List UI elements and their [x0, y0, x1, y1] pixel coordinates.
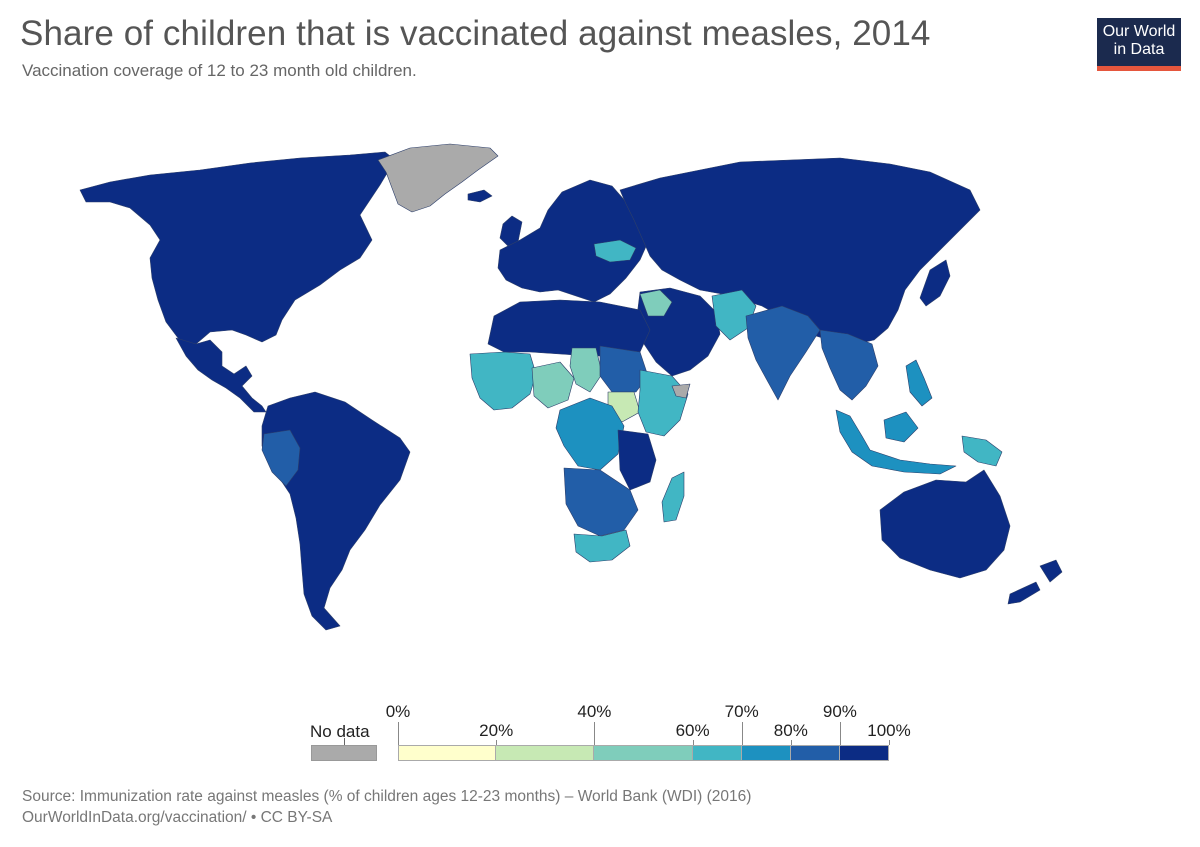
- world-map[interactable]: [0, 130, 1200, 650]
- region-russia-asia[interactable]: [619, 157, 981, 345]
- chart-title: Share of children that is vaccinated aga…: [20, 14, 931, 53]
- region-europe[interactable]: [497, 179, 649, 303]
- region-nigeria[interactable]: [531, 361, 575, 409]
- region-madagascar[interactable]: [661, 471, 685, 523]
- region-southern-africa[interactable]: [563, 467, 639, 537]
- legend-tick-label: 60%: [675, 721, 710, 740]
- legend-tick-line: [741, 722, 743, 745]
- legend-tick-line: [594, 722, 596, 745]
- legend-bin[interactable]: [398, 745, 497, 761]
- region-central-africa[interactable]: [555, 397, 625, 471]
- region-south-america[interactable]: [261, 391, 411, 631]
- no-data-label: No data: [310, 722, 370, 741]
- source-note: Source: Immunization rate against measle…: [22, 786, 751, 828]
- color-legend: No data 0% 20% 40% 60% 70% 80% 90% 100%: [0, 690, 1200, 770]
- region-indonesia[interactable]: [835, 409, 957, 475]
- region-east-africa[interactable]: [617, 429, 657, 491]
- region-south-africa[interactable]: [573, 529, 631, 563]
- legend-tick-label: 70%: [724, 702, 759, 721]
- legend-bin[interactable]: [594, 745, 693, 761]
- region-horn-of-africa[interactable]: [637, 369, 689, 437]
- region-japan[interactable]: [919, 259, 951, 307]
- legend-tick-label: 40%: [577, 702, 612, 721]
- legend-tick-label: 90%: [822, 702, 857, 721]
- legend-tick-label: 80%: [773, 721, 808, 740]
- region-west-africa[interactable]: [469, 351, 537, 411]
- region-syria-iraq[interactable]: [639, 289, 673, 317]
- legend-tick-line: [839, 722, 841, 745]
- source-url[interactable]: OurWorldInData.org/vaccination/ • CC BY-…: [22, 809, 333, 826]
- region-chad[interactable]: [569, 347, 603, 393]
- logo-accent-bar: [1097, 66, 1181, 71]
- source-text: Source: Immunization rate against measle…: [22, 788, 752, 805]
- legend-tick-line: [496, 740, 498, 745]
- legend-bin[interactable]: [496, 745, 595, 761]
- legend-tick-line: [790, 740, 792, 745]
- region-north-america[interactable]: [79, 151, 396, 356]
- no-data-swatch: [311, 745, 377, 761]
- no-data-tick: [344, 738, 345, 746]
- region-philippines[interactable]: [905, 359, 933, 407]
- legend-bin[interactable]: [790, 745, 840, 761]
- region-india[interactable]: [745, 305, 821, 401]
- legend-tick-label: 0%: [385, 702, 411, 721]
- region-ukraine[interactable]: [593, 239, 637, 263]
- owid-logo[interactable]: Our World in Data: [1097, 18, 1181, 71]
- region-australia[interactable]: [879, 469, 1011, 579]
- logo-line-1: Our World: [1102, 23, 1176, 40]
- region-andean-patch[interactable]: [261, 429, 301, 487]
- region-southeast-asia[interactable]: [819, 329, 879, 401]
- region-new-zealand[interactable]: [1007, 559, 1063, 605]
- region-greenland[interactable]: [377, 143, 499, 213]
- legend-tick-label: 100%: [867, 721, 911, 740]
- legend-tick-line: [398, 722, 399, 745]
- logo-line-2: in Data: [1113, 41, 1165, 58]
- region-png[interactable]: [961, 435, 1003, 467]
- region-central-america[interactable]: [175, 337, 267, 413]
- legend-tick-label: 20%: [479, 721, 514, 740]
- legend-bin[interactable]: [741, 745, 791, 761]
- legend-tick-line: [889, 740, 890, 745]
- region-uk-iceland[interactable]: [467, 189, 523, 247]
- region-sudan[interactable]: [599, 345, 649, 393]
- legend-bin[interactable]: [692, 745, 742, 761]
- legend-tick-line: [692, 740, 694, 745]
- region-somalia[interactable]: [671, 383, 691, 399]
- region-north-africa[interactable]: [487, 299, 651, 357]
- legend-bin[interactable]: [839, 745, 889, 761]
- chart-subtitle: Vaccination coverage of 12 to 23 month o…: [22, 61, 417, 80]
